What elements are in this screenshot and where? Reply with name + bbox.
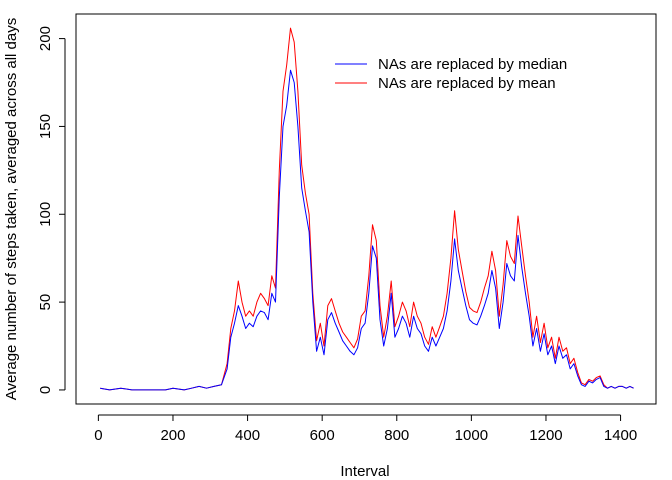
series-layer bbox=[100, 27, 634, 391]
legend-label-median: NAs are replaced by median bbox=[378, 56, 567, 73]
plot-frame bbox=[75, 13, 657, 405]
y-tick-label: 50 bbox=[37, 294, 54, 311]
legend: NAs are replaced by median NAs are repla… bbox=[335, 56, 567, 92]
x-tick-label: 1400 bbox=[604, 427, 637, 444]
x-tick-label: 1000 bbox=[455, 427, 488, 444]
x-tick-label: 0 bbox=[94, 427, 102, 444]
y-tick-label: 100 bbox=[37, 202, 54, 227]
y-tick-label: 150 bbox=[37, 114, 54, 139]
x-axis-label: Interval bbox=[340, 463, 389, 480]
x-tick-label: 400 bbox=[235, 427, 260, 444]
series-line-median bbox=[100, 69, 634, 391]
y-axis: 0 50 100 150 200 bbox=[37, 26, 66, 394]
x-axis: 0 200 400 600 800 1000 1200 1400 bbox=[94, 414, 637, 444]
y-tick-label: 0 bbox=[37, 386, 54, 394]
x-tick-label: 800 bbox=[384, 427, 409, 444]
legend-label-mean: NAs are replaced by mean bbox=[378, 75, 556, 92]
series-line-mean bbox=[100, 27, 634, 391]
x-tick-label: 600 bbox=[310, 427, 335, 444]
y-tick-label: 200 bbox=[37, 26, 54, 51]
x-tick-label: 200 bbox=[160, 427, 185, 444]
x-tick-label: 1200 bbox=[529, 427, 562, 444]
y-axis-label: Average number of steps taken, averaged … bbox=[3, 18, 20, 400]
